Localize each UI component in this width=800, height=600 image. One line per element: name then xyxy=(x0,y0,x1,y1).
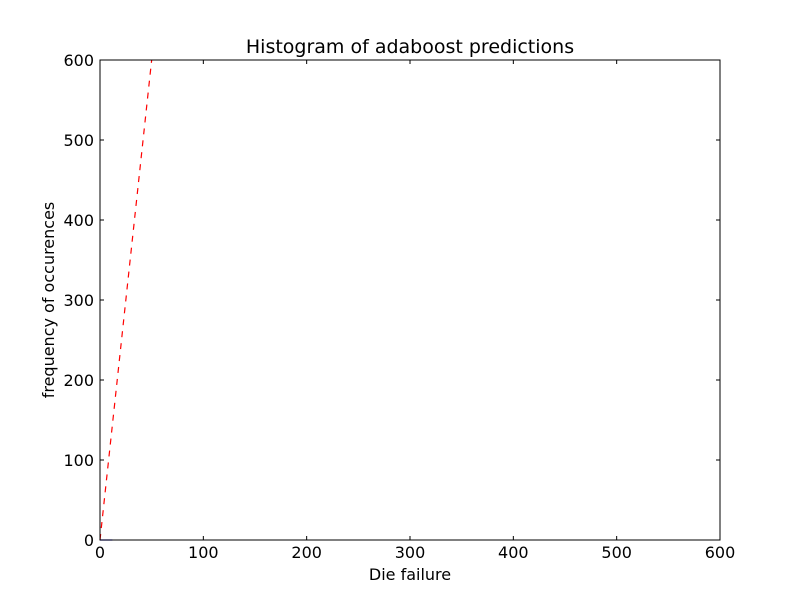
series-layer xyxy=(99,59,153,541)
y-tick-label-0: 0 xyxy=(84,531,94,550)
series-line-0 xyxy=(99,59,153,541)
ticks-layer: 0 100 200 300 400 500 600 0 100 200 300 400 500 600 xyxy=(63,51,735,562)
x-tick-label-4: 400 xyxy=(498,543,529,562)
y-tick-label-1: 100 xyxy=(63,451,94,470)
chart-title: Histogram of adaboost predictions xyxy=(246,36,574,58)
x-tick-label-2: 200 xyxy=(291,543,322,562)
y-tick-label-6: 600 xyxy=(63,51,94,70)
x-tick-label-5: 500 xyxy=(601,543,632,562)
y-tick-label-3: 300 xyxy=(63,291,94,310)
x-tick-label-0: 0 xyxy=(95,543,105,562)
plot-frame xyxy=(99,59,721,541)
y-tick-label-4: 400 xyxy=(63,211,94,230)
x-tick-label-6: 600 xyxy=(705,543,736,562)
y-tick-label-2: 200 xyxy=(63,371,94,390)
y-tick-label-5: 500 xyxy=(63,131,94,150)
x-axis-label: Die failure xyxy=(369,565,451,584)
y-axis-label: frequency of occurences xyxy=(39,202,58,399)
x-tick-label-3: 300 xyxy=(395,543,426,562)
x-tick-label-1: 100 xyxy=(188,543,219,562)
